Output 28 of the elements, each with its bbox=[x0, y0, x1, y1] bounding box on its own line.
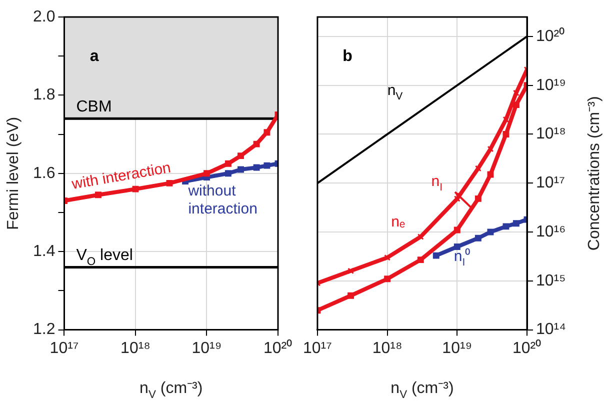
annotation: b bbox=[342, 48, 353, 65]
y-tick-label: 10¹⁵ bbox=[536, 272, 566, 290]
y-tick-label: 10¹⁶ bbox=[536, 223, 566, 240]
series-label: without interaction bbox=[187, 182, 258, 218]
x-tick-label: 10¹⁸ bbox=[372, 340, 402, 357]
text: with interaction bbox=[70, 159, 172, 194]
y-tick-label: 10²⁰ bbox=[536, 26, 566, 45]
series-label: nₑ bbox=[391, 214, 406, 231]
x-tick-label: 10¹⁸ bbox=[120, 340, 150, 357]
x-tick-label: 10¹⁷ bbox=[302, 340, 332, 357]
x-tick-label: 10²⁰ bbox=[512, 338, 542, 357]
x-tick-label: 10¹⁹ bbox=[442, 340, 472, 357]
y-tick-label: 1.6 bbox=[32, 164, 56, 182]
ref-line-label: CBM bbox=[76, 98, 112, 116]
y-axis-title: Fermi level (eV) bbox=[5, 116, 22, 230]
x-tick-label: 10¹⁹ bbox=[192, 340, 222, 357]
y-tick-label: 1.2 bbox=[32, 321, 56, 338]
y-tick-label: 10¹⁸ bbox=[536, 126, 566, 143]
y-tick-label: 1.4 bbox=[32, 243, 56, 260]
y-tick-label: 1.8 bbox=[32, 86, 56, 104]
x-tick-label: 10²⁰ bbox=[263, 338, 293, 357]
y-tick-label: 10¹⁹ bbox=[536, 76, 566, 94]
y-axis-title: Concentrations (cm⁻³) bbox=[586, 96, 603, 251]
y-tick-label: 2.0 bbox=[32, 8, 56, 26]
annotation: a bbox=[90, 48, 99, 65]
x-tick-label: 10¹⁷ bbox=[50, 340, 79, 357]
y-tick-label: 10¹⁴ bbox=[536, 321, 566, 338]
y-tick-label: 10¹⁷ bbox=[536, 174, 566, 192]
